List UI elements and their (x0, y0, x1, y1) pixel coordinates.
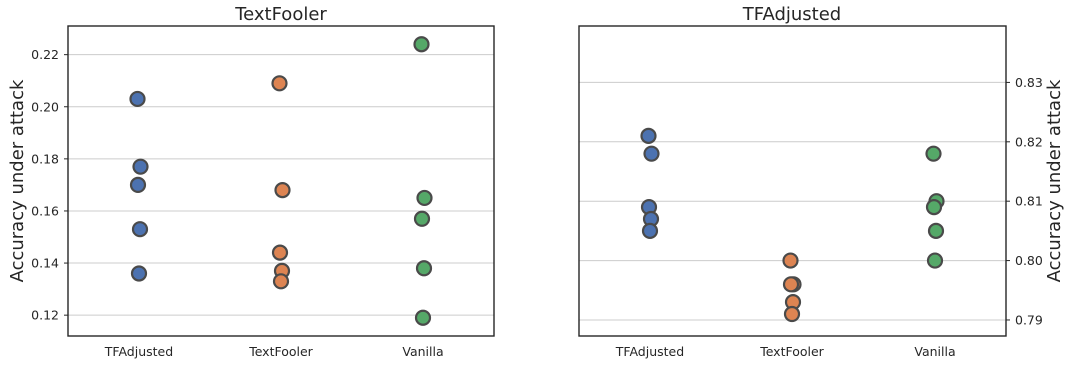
y-tick-label: 0.12 (31, 308, 59, 323)
y-tick-label: 0.80 (1015, 253, 1043, 268)
data-point (271, 75, 288, 92)
y-tick-label: 0.18 (31, 151, 59, 166)
y-tick-label: 0.20 (31, 99, 59, 114)
data-point (272, 273, 290, 290)
data-point (413, 210, 431, 227)
y-tick-label: 0.14 (31, 256, 59, 271)
chart-textfooler: TextFooler 0.12 0.14 0.16 0.18 0.20 0.22 TFAd… (7, 4, 495, 359)
data-point (783, 305, 801, 323)
data-point (415, 260, 433, 277)
y-axis-label: Accuracy under attack (1044, 79, 1065, 282)
chart-title: TFAdjusted (742, 4, 841, 25)
x-tick-labels: TFAdjusted TextFooler Vanilla (104, 344, 444, 359)
y-tick-label: 0.16 (31, 203, 59, 218)
y-ticks: 0.12 0.14 0.16 0.18 0.20 0.22 (31, 47, 68, 323)
data-point (643, 145, 660, 162)
chart-title: TextFooler (234, 4, 327, 25)
data-point (925, 145, 942, 162)
data-point (926, 252, 944, 269)
y-tick-label: 0.83 (1015, 75, 1043, 90)
data-point (414, 309, 432, 326)
data-point (641, 222, 659, 239)
y-ticks: 0.79 0.80 0.81 0.82 0.83 (1006, 75, 1043, 327)
data-points (129, 36, 433, 326)
data-point (129, 176, 147, 194)
x-tick-label: Vanilla (914, 344, 955, 359)
y-tick-label: 0.79 (1015, 312, 1043, 327)
x-tick-label: TextFooler (248, 344, 313, 359)
data-point (925, 199, 943, 216)
data-point (413, 36, 430, 53)
x-tick-labels: TFAdjusted TextFooler Vanilla (615, 344, 956, 359)
data-point (782, 276, 800, 293)
data-point (132, 158, 149, 175)
data-point (129, 90, 146, 108)
data-point (130, 265, 148, 282)
data-point (782, 252, 799, 269)
data-point (640, 127, 657, 144)
y-tick-label: 0.22 (31, 47, 59, 62)
data-point (927, 222, 945, 239)
chart-tfadjusted: TFAdjusted 0.79 0.80 0.81 0.82 0.83 TFAdjust… (578, 4, 1065, 359)
x-tick-label: TextFooler (759, 344, 824, 359)
plot-frame (578, 25, 1007, 337)
x-tick-label: TFAdjusted (104, 344, 173, 359)
data-point (274, 182, 291, 199)
x-tick-label: TFAdjusted (615, 344, 684, 359)
plot-frame (67, 25, 495, 337)
y-axis-label: Accuracy under attack (7, 79, 28, 282)
x-tick-label: Vanilla (402, 344, 443, 359)
y-tick-label: 0.82 (1015, 134, 1043, 149)
data-point (131, 221, 149, 238)
y-tick-label: 0.81 (1015, 194, 1043, 209)
data-point (271, 244, 289, 261)
data-point (416, 189, 433, 207)
data-points (640, 127, 945, 323)
